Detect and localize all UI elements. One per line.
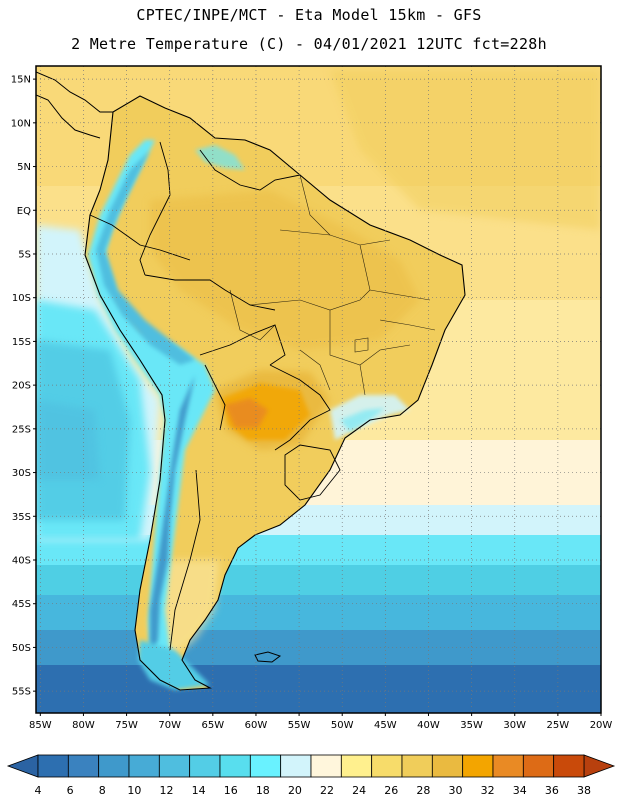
lon-tick-label: 80W	[72, 720, 95, 731]
temperature-field	[36, 66, 601, 713]
lon-tick-label: 85W	[29, 720, 52, 731]
lat-tick-label: 30S	[12, 468, 31, 479]
colorbar-swatch	[98, 754, 130, 778]
longitude-labels: 85W 80W 75W 70W 65W 60W 55W 50W 45W 40W 35W 30W 25W 2…	[29, 713, 612, 731]
lat-tick-label: 15N	[11, 75, 31, 86]
lat-tick-label: 5S	[18, 249, 31, 260]
colorbar-swatch	[553, 754, 585, 778]
lat-tick-label: 10N	[11, 118, 31, 129]
lon-tick-label: 25W	[547, 720, 570, 731]
lon-tick-label: 55W	[288, 720, 311, 731]
colorbar-swatch	[462, 754, 494, 778]
latitude-labels: 15N 10N 5N EQ 5S 10S 15S 20S 25S 30S 35S 40S 45S 50S 5…	[11, 75, 36, 698]
colorbar-label: 8	[99, 784, 106, 797]
colorbar-label: 10	[127, 784, 141, 797]
colorbar-swatch	[401, 754, 433, 778]
lon-tick-label: 20W	[590, 720, 613, 731]
colorbar-label: 12	[159, 784, 173, 797]
lat-tick-label: EQ	[17, 206, 31, 217]
colorbar-label: 20	[288, 784, 302, 797]
lon-tick-label: 45W	[374, 720, 397, 731]
lon-tick-label: 40W	[417, 720, 440, 731]
colorbar-label: 34	[513, 784, 527, 797]
colorbar-swatch	[371, 754, 403, 778]
map-title-line2: 2 Metre Temperature (C) - 04/01/2021 12U…	[71, 35, 547, 53]
lon-tick-label: 60W	[245, 720, 268, 731]
colorbar-swatch	[249, 754, 282, 778]
country-borders	[89, 141, 341, 651]
colorbar-swatch	[522, 754, 555, 778]
lon-tick-label: 50W	[331, 720, 354, 731]
colorbar-label: 4	[35, 784, 42, 797]
colorbar-label: 26	[384, 784, 398, 797]
colorbar-label: 30	[449, 784, 463, 797]
colorbar-label: 32	[481, 784, 495, 797]
colorbar-under-arrow	[6, 754, 39, 778]
lat-tick-label: 55S	[12, 687, 31, 698]
colorbar-swatch	[219, 754, 251, 778]
lon-tick-label: 70W	[158, 720, 181, 731]
colorbar-swatch	[492, 754, 524, 778]
map-frame	[35, 65, 602, 714]
lat-tick-label: 20S	[12, 381, 31, 392]
colorbar-swatch	[310, 754, 342, 778]
lat-tick-label: 50S	[12, 643, 31, 654]
lon-tick-label: 30W	[503, 720, 526, 731]
lat-tick-label: 15S	[12, 337, 31, 348]
colorbar-swatch	[189, 754, 221, 778]
lat-tick-label: 45S	[12, 599, 31, 610]
colorbar-swatch	[67, 754, 100, 778]
colorbar: 4 6 8 10 12 14 16 18 20 22 24 26 28 30 32 34 36 38	[6, 754, 616, 797]
colorbar-label: 36	[545, 784, 559, 797]
lat-tick-label: 40S	[12, 555, 31, 566]
lat-tick-label: 35S	[12, 512, 31, 523]
colorbar-label: 14	[192, 784, 206, 797]
colorbar-swatch	[37, 754, 69, 778]
colorbar-label: 28	[416, 784, 430, 797]
colorbar-swatch	[158, 754, 191, 778]
colorbar-swatch	[128, 754, 160, 778]
colorbar-swatch	[340, 754, 373, 778]
lat-tick-label: 10S	[12, 293, 31, 304]
colorbar-over-arrow	[583, 754, 616, 778]
colorbar-label: 24	[352, 784, 366, 797]
colorbar-swatch	[431, 754, 464, 778]
map-title-line1: CPTEC/INPE/MCT - Eta Model 15km - GFS	[136, 6, 482, 24]
lon-tick-label: 75W	[115, 720, 138, 731]
colorbar-label: 16	[224, 784, 238, 797]
lon-tick-label: 35W	[460, 720, 483, 731]
lon-tick-label: 65W	[202, 720, 225, 731]
lat-tick-label: 5N	[17, 162, 31, 173]
colorbar-label: 38	[577, 784, 591, 797]
colorbar-label: 18	[256, 784, 270, 797]
colorbar-swatch	[280, 754, 312, 778]
lat-tick-label: 25S	[12, 424, 31, 435]
colorbar-label: 22	[320, 784, 334, 797]
state-borders	[229, 174, 436, 396]
colorbar-label: 6	[67, 784, 74, 797]
